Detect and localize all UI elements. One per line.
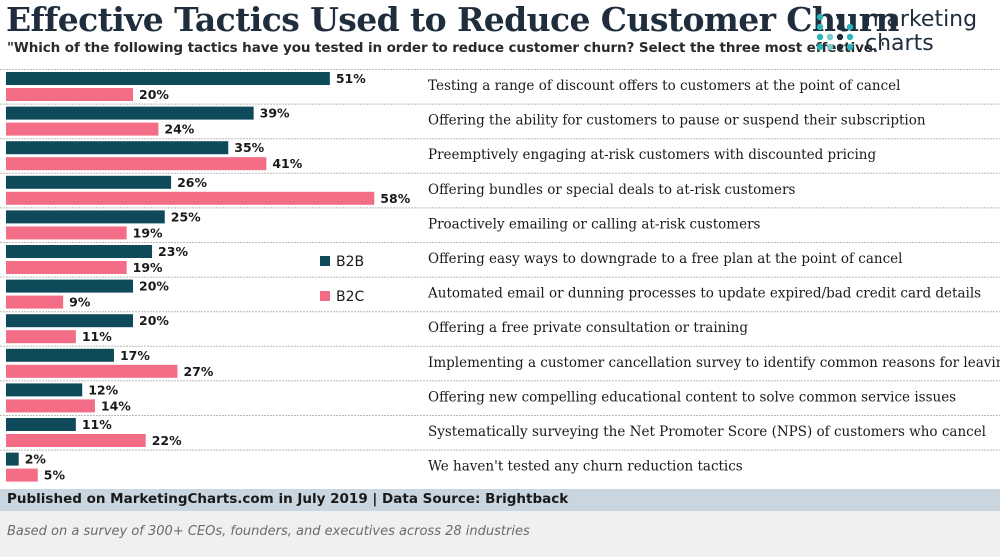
bar-b2b — [6, 245, 153, 258]
category-label: Offering bundles or special deals to at-… — [428, 182, 795, 198]
bar-chart: 51% 20% Testing a range of discount offers… — [0, 69, 1000, 483]
marketingcharts-logo[interactable]: marketing charts — [815, 8, 995, 60]
bar-b2b — [6, 210, 165, 224]
data-label: 11% — [82, 417, 112, 432]
data-label: 22% — [152, 433, 182, 448]
bar-b2c — [6, 191, 375, 205]
data-label: 19% — [133, 260, 163, 275]
legend-label-b2b: B2B — [336, 254, 364, 270]
bar-b2c — [6, 330, 76, 344]
legend-label-b2c: B2C — [336, 289, 365, 305]
bar-b2b — [6, 279, 133, 293]
bar-b2b — [6, 175, 172, 189]
data-label: 14% — [101, 398, 131, 413]
bar-b2c — [6, 226, 127, 240]
bar-b2b — [6, 348, 114, 362]
category-label: Automated email or dunning processes to … — [427, 286, 981, 302]
data-label: 26% — [177, 175, 207, 190]
bar-b2c — [6, 364, 178, 378]
category-label: Testing a range of discount offers to cu… — [428, 78, 900, 94]
bar-b2b — [6, 452, 19, 466]
data-label: 51% — [336, 71, 366, 86]
bar-b2b — [6, 314, 133, 328]
category-label: Implementing a customer cancellation sur… — [428, 355, 1000, 371]
data-label: 35% — [234, 140, 264, 155]
logo-wordmark: marketing charts — [865, 8, 977, 56]
bar-b2c — [6, 122, 159, 136]
category-label: Offering new compelling educational cont… — [428, 389, 956, 405]
bar-b2c — [6, 434, 146, 447]
data-label: 9% — [69, 295, 91, 310]
category-label: Offering a free private consultation or … — [428, 320, 748, 336]
category-label: We haven't tested any churn reduction ta… — [428, 459, 743, 475]
note-bar: Based on a survey of 300+ CEOs, founders… — [0, 511, 1000, 557]
category-label: Systematically surveying the Net Promote… — [428, 424, 986, 440]
chart-subtitle: "Which of the following tactics have you… — [7, 40, 885, 56]
data-label: 41% — [272, 156, 302, 171]
data-label: 20% — [139, 313, 169, 328]
data-label: 39% — [260, 106, 290, 121]
logo-line1: marketing — [865, 7, 978, 32]
data-label: 11% — [82, 329, 112, 344]
bar-b2b — [6, 141, 229, 155]
category-label: Offering the ability for customers to pa… — [428, 113, 926, 129]
data-label: 5% — [44, 468, 66, 483]
bar-b2c — [6, 88, 133, 101]
bar-b2b — [6, 383, 83, 397]
data-label: 23% — [158, 244, 188, 259]
category-label: Proactively emailing or calling at-risk … — [428, 216, 761, 232]
data-label: 20% — [139, 87, 169, 102]
bar-b2b — [6, 418, 76, 431]
footer-bar: Published on MarketingCharts.com in July… — [0, 489, 1000, 511]
data-label: 24% — [164, 122, 194, 137]
survey-note: Based on a survey of 300+ CEOs, founders… — [7, 524, 530, 539]
bar-b2c — [6, 261, 127, 274]
bar-b2c — [6, 468, 38, 482]
legend-swatch-b2b — [320, 256, 330, 266]
data-label: 58% — [380, 191, 410, 206]
category-label: Offering easy ways to downgrade to a fre… — [428, 251, 902, 267]
logo-line2: charts — [865, 31, 934, 56]
data-label: 17% — [120, 348, 150, 363]
data-label: 25% — [171, 209, 201, 224]
bar-b2c — [6, 157, 267, 171]
legend-swatch-b2c — [320, 291, 330, 301]
data-label: 12% — [88, 382, 118, 397]
source-line: Published on MarketingCharts.com in July… — [7, 491, 569, 507]
category-label: Preemptively engaging at-risk customers … — [428, 147, 877, 163]
data-label: 2% — [25, 452, 47, 467]
data-label: 20% — [139, 279, 169, 294]
bar-b2c — [6, 295, 64, 309]
chart-title: Effective Tactics Used to Reduce Custome… — [6, 0, 900, 39]
bar-b2c — [6, 399, 95, 413]
bar-b2b — [6, 72, 330, 85]
data-label: 19% — [133, 225, 163, 240]
data-label: 27% — [183, 364, 213, 379]
bar-b2b — [6, 106, 254, 120]
logo-dots-icon — [816, 13, 854, 51]
